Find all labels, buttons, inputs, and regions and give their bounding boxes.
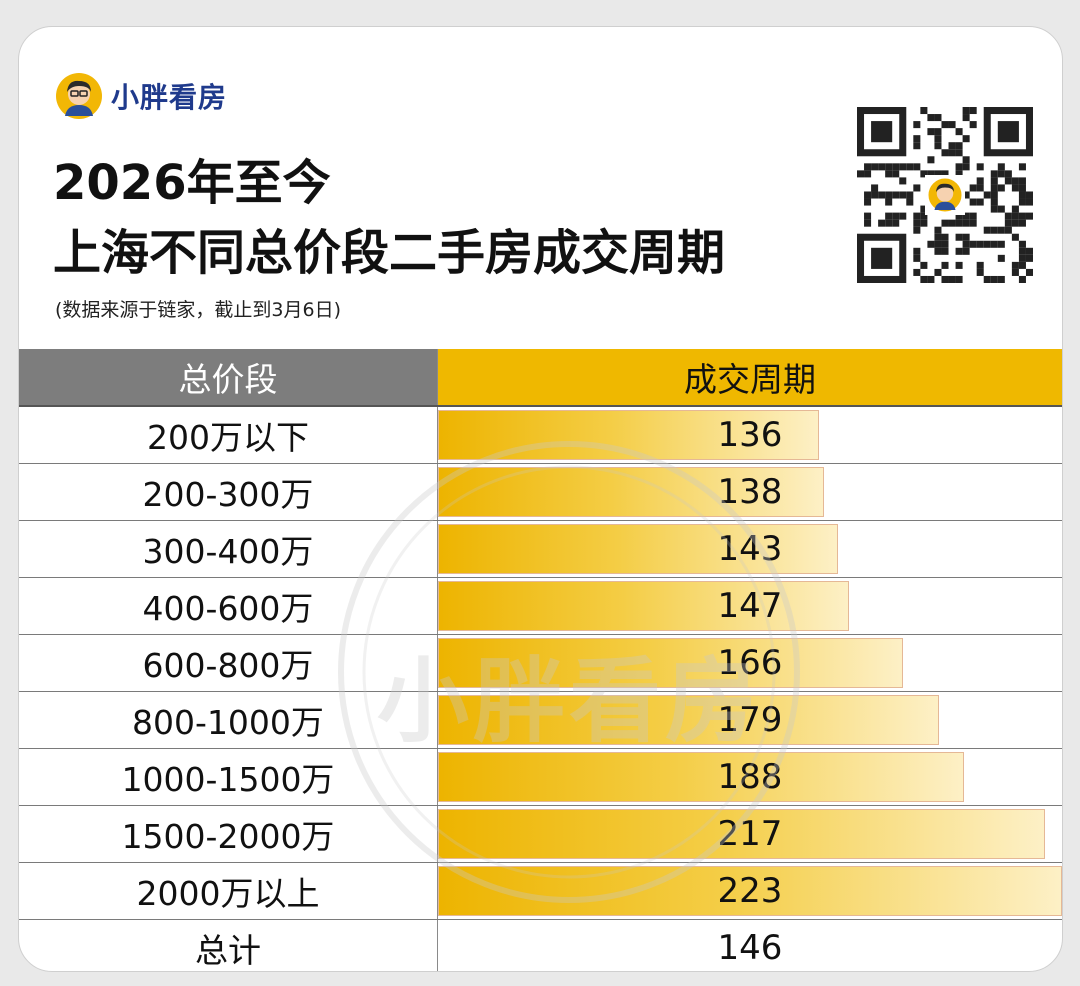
bar bbox=[438, 866, 1062, 916]
bar-value-label: 138 bbox=[717, 472, 783, 512]
table-row: 1000-1500万 188 bbox=[19, 749, 1062, 806]
title-line-1: 2026年至今 bbox=[53, 155, 331, 211]
table-row: 400-600万 147 bbox=[19, 578, 1062, 635]
table-row: 200-300万 138 bbox=[19, 464, 1062, 521]
brand-header: 小胖看房 bbox=[55, 71, 227, 121]
bar bbox=[438, 467, 825, 517]
bar-value-label: 217 bbox=[717, 814, 783, 854]
total-label: 总计 bbox=[19, 920, 438, 971]
cycle-table: 总价段 成交周期 200万以下 136 200-300万 138 300-400万 143… bbox=[19, 349, 1062, 971]
table-body: 200万以下 136 200-300万 138 300-400万 143 400-600万 1… bbox=[19, 407, 1062, 920]
table-row: 300-400万 143 bbox=[19, 521, 1062, 578]
bar-value-label: 179 bbox=[717, 700, 783, 740]
table-header-row: 总价段 成交周期 bbox=[19, 349, 1062, 407]
table-row: 2000万以上 223 bbox=[19, 863, 1062, 920]
bar-value-label: 136 bbox=[717, 415, 783, 455]
header-price-range: 总价段 bbox=[19, 349, 438, 405]
category-label: 200万以下 bbox=[19, 407, 438, 463]
infographic-card: 小胖看房 2026年至今 上海不同总价段二手房成交周期 (数据来源于链家，截止到… bbox=[18, 26, 1063, 972]
bar-value-label: 166 bbox=[717, 643, 783, 683]
table-row: 800-1000万 179 bbox=[19, 692, 1062, 749]
category-label: 400-600万 bbox=[19, 578, 438, 634]
bar bbox=[438, 638, 903, 688]
total-value: 146 bbox=[717, 928, 783, 968]
qr-avatar-icon bbox=[927, 177, 963, 213]
category-label: 1500-2000万 bbox=[19, 806, 438, 862]
category-label: 800-1000万 bbox=[19, 692, 438, 748]
bar bbox=[438, 581, 850, 631]
qr-code-icon bbox=[857, 107, 1033, 283]
source-note: (数据来源于链家，截止到3月6日) bbox=[55, 299, 342, 321]
bar bbox=[438, 752, 965, 802]
bar-value-label: 188 bbox=[717, 757, 783, 797]
category-label: 2000万以上 bbox=[19, 863, 438, 919]
bar-value-label: 143 bbox=[717, 529, 783, 569]
table-row: 600-800万 166 bbox=[19, 635, 1062, 692]
table-row: 1500-2000万 217 bbox=[19, 806, 1062, 863]
title-line-2: 上海不同总价段二手房成交周期 bbox=[53, 225, 726, 281]
bar-value-label: 147 bbox=[717, 586, 783, 626]
header-cycle: 成交周期 bbox=[684, 360, 816, 399]
category-label: 1000-1500万 bbox=[19, 749, 438, 805]
table-row: 200万以下 136 bbox=[19, 407, 1062, 464]
category-label: 200-300万 bbox=[19, 464, 438, 520]
bar bbox=[438, 524, 839, 574]
bar bbox=[438, 809, 1046, 859]
bar bbox=[438, 695, 939, 745]
bar-value-label: 223 bbox=[717, 871, 783, 911]
category-label: 300-400万 bbox=[19, 521, 438, 577]
total-row: 总计 146 bbox=[19, 920, 1062, 971]
bar bbox=[438, 410, 819, 460]
avatar-icon bbox=[55, 72, 103, 120]
category-label: 600-800万 bbox=[19, 635, 438, 691]
brand-name: 小胖看房 bbox=[111, 81, 228, 114]
